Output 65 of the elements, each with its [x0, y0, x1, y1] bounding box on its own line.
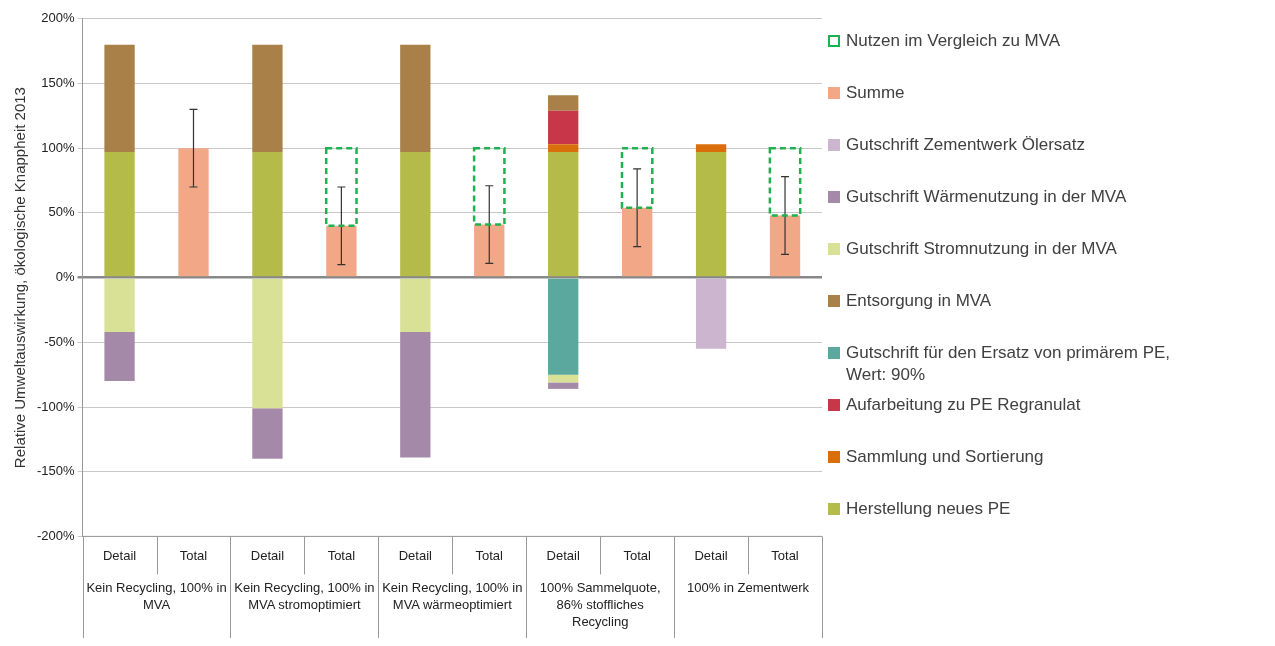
- text: Kein Recycling, 100% in MVA stromoptimiert: [234, 580, 375, 613]
- bar: [548, 382, 579, 389]
- x-tick-label: Detail: [546, 547, 580, 563]
- legend-label: Entsorgung in MVA: [846, 290, 992, 312]
- legend-label: Herstellung neues PE: [846, 498, 1011, 520]
- bar: [620, 146, 654, 209]
- x-tick-label: Total: [327, 547, 356, 563]
- x-tick-label: Total: [475, 547, 504, 563]
- legend-label: Gutschrift Wärmenutzung in der MVA: [846, 186, 1127, 208]
- bar: [104, 44, 135, 153]
- x-tick-label: Total: [623, 547, 651, 563]
- bar: [400, 152, 431, 277]
- x-tick-label: Detail: [250, 547, 285, 563]
- text: Kein Recycling, 100% in MVA wärmeoptimiert: [382, 580, 523, 613]
- bar: [695, 278, 727, 349]
- legend-label: Summe: [846, 82, 905, 104]
- bar: [400, 278, 431, 332]
- bar: [695, 144, 727, 153]
- bar: [548, 152, 579, 277]
- y-axis-title: Relative Umweltauswirkung, ökologische Knappheit 2013: [11, 87, 29, 469]
- y-tick-label: 0%: [55, 269, 76, 285]
- bar: [548, 278, 579, 375]
- bar: [104, 152, 135, 277]
- legend-label: Aufarbeitung zu PE Regranulat: [846, 394, 1081, 416]
- x-tick-label: Detail: [102, 547, 137, 563]
- bar: [252, 44, 283, 153]
- y-tick-label: -100%: [37, 398, 76, 414]
- legend-label: Sammlung und Sortierung: [846, 446, 1044, 468]
- bar: [326, 225, 357, 277]
- y-tick-label: 150%: [41, 75, 76, 91]
- legend-label: Gutschrift für den Ersatz von primärem PE, Wert: 90%: [846, 342, 1172, 386]
- bar: [768, 146, 802, 217]
- bar: [252, 408, 283, 459]
- bar: [548, 95, 579, 111]
- y-tick-label: 50%: [48, 204, 76, 220]
- y-tick-label: 100%: [41, 139, 76, 155]
- bar: [474, 224, 505, 277]
- bar: [252, 278, 283, 409]
- bar: [548, 144, 579, 153]
- y-tick-label: -200%: [37, 527, 76, 543]
- bar: [178, 148, 209, 277]
- bar: [472, 146, 506, 226]
- bar: [769, 215, 801, 277]
- bar: [252, 152, 283, 277]
- legend-label: Nutzen im Vergleich zu MVA: [846, 30, 1061, 52]
- x-tick-label: Total: [179, 547, 208, 563]
- text: Kein Recycling, 100% in MVA: [86, 580, 227, 613]
- x-tick-label: Detail: [398, 547, 433, 563]
- bar: [400, 44, 431, 153]
- bar: [104, 331, 135, 382]
- bar: [104, 278, 135, 332]
- y-tick-label: 200%: [41, 10, 76, 26]
- bar: [324, 146, 358, 228]
- text: 100% in Zementwerk: [687, 580, 810, 596]
- text: 100% Sammelquote, 86% stoffliches Recycling: [539, 580, 661, 630]
- bar: [400, 331, 431, 458]
- bar: [621, 207, 653, 277]
- bar: [695, 152, 727, 277]
- legend-label: Gutschrift Zementwerk Ölersatz: [846, 134, 1086, 156]
- legend-label: Gutschrift Stromnutzung in der MVA: [846, 238, 1117, 260]
- y-tick-label: -50%: [44, 333, 76, 349]
- bar: [548, 110, 579, 145]
- x-tick-label: Total: [771, 547, 799, 563]
- y-tick-label: -150%: [37, 463, 76, 479]
- x-tick-label: Detail: [694, 547, 728, 563]
